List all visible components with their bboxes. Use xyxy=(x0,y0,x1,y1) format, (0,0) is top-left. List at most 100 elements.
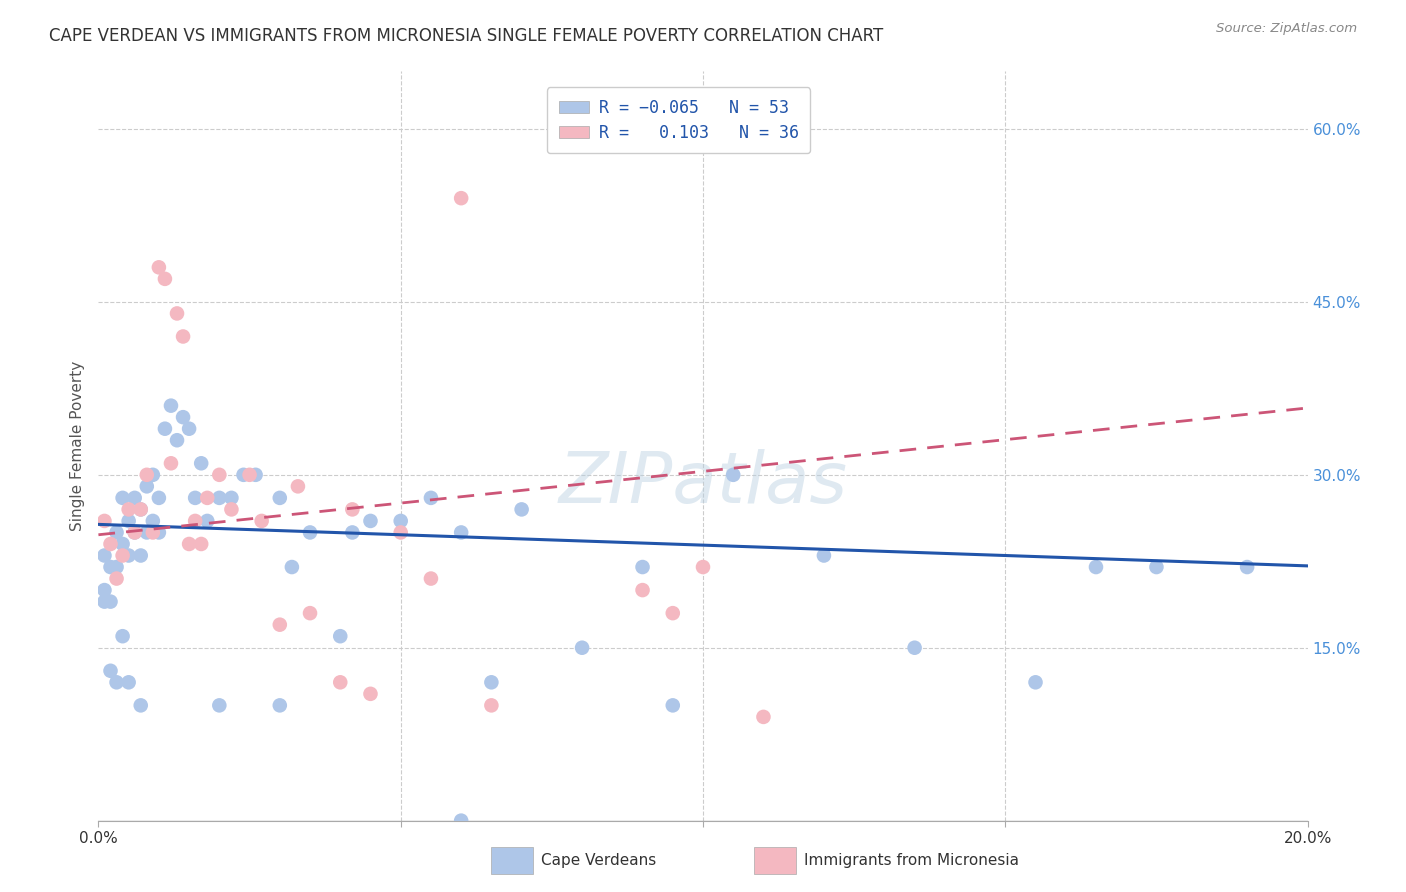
Point xyxy=(118,502,141,516)
Point xyxy=(100,537,122,551)
Point xyxy=(129,549,152,563)
Point xyxy=(142,525,165,540)
Point xyxy=(723,467,745,482)
Point xyxy=(190,456,212,470)
Point xyxy=(221,502,243,516)
Point xyxy=(135,467,157,482)
Point xyxy=(111,549,134,563)
Point xyxy=(360,514,382,528)
Point xyxy=(153,272,176,286)
Point xyxy=(105,560,128,574)
Point xyxy=(160,456,183,470)
Text: CAPE VERDEAN VS IMMIGRANTS FROM MICRONESIA SINGLE FEMALE POVERTY CORRELATION CHA: CAPE VERDEAN VS IMMIGRANTS FROM MICRONES… xyxy=(49,27,883,45)
Point xyxy=(389,514,412,528)
Point xyxy=(661,606,683,620)
Point xyxy=(752,710,775,724)
Point xyxy=(420,572,443,586)
Point xyxy=(93,514,115,528)
Point xyxy=(221,491,243,505)
Point xyxy=(118,675,141,690)
Point xyxy=(269,491,291,505)
Point xyxy=(269,617,291,632)
Point xyxy=(124,525,146,540)
Point xyxy=(195,491,218,505)
Point xyxy=(195,514,218,528)
Y-axis label: Single Female Poverty: Single Female Poverty xyxy=(69,361,84,531)
Point xyxy=(105,675,128,690)
Point xyxy=(631,560,654,574)
Text: Source: ZipAtlas.com: Source: ZipAtlas.com xyxy=(1216,22,1357,36)
Point xyxy=(208,698,231,713)
Point xyxy=(142,514,165,528)
Point xyxy=(329,675,352,690)
Point xyxy=(100,560,122,574)
Point xyxy=(245,467,267,482)
Point xyxy=(129,502,152,516)
Point xyxy=(118,549,141,563)
Point xyxy=(129,502,152,516)
Point xyxy=(299,525,322,540)
Point xyxy=(342,502,364,516)
Point xyxy=(100,664,122,678)
Point xyxy=(111,537,134,551)
Point xyxy=(190,537,212,551)
Point xyxy=(360,687,382,701)
Point xyxy=(250,514,273,528)
Point xyxy=(111,491,134,505)
Point xyxy=(299,606,322,620)
Point xyxy=(148,525,170,540)
FancyBboxPatch shape xyxy=(754,847,796,874)
Point xyxy=(269,698,291,713)
Point xyxy=(105,525,128,540)
Point xyxy=(571,640,593,655)
Point xyxy=(1236,560,1258,574)
Point xyxy=(208,491,231,505)
Point xyxy=(692,560,714,574)
Point xyxy=(124,491,146,505)
Point xyxy=(329,629,352,643)
Point xyxy=(1024,675,1046,690)
Point xyxy=(124,525,146,540)
Point xyxy=(904,640,927,655)
Point xyxy=(239,467,262,482)
Text: Immigrants from Micronesia: Immigrants from Micronesia xyxy=(804,854,1019,868)
Point xyxy=(105,572,128,586)
Point xyxy=(481,675,503,690)
Point xyxy=(389,525,412,540)
Legend: R = −0.065   N = 53, R =   0.103   N = 36: R = −0.065 N = 53, R = 0.103 N = 36 xyxy=(547,87,810,153)
Point xyxy=(184,514,207,528)
Text: Cape Verdeans: Cape Verdeans xyxy=(541,854,657,868)
Point xyxy=(481,698,503,713)
Point xyxy=(179,422,201,436)
Point xyxy=(148,491,170,505)
Point xyxy=(631,583,654,598)
Point xyxy=(450,814,472,828)
Point xyxy=(166,306,188,320)
FancyBboxPatch shape xyxy=(491,847,533,874)
Point xyxy=(1144,560,1167,574)
Point xyxy=(142,467,165,482)
Point xyxy=(166,434,188,448)
Point xyxy=(661,698,683,713)
Point xyxy=(420,491,443,505)
Point xyxy=(153,422,176,436)
Point xyxy=(172,410,194,425)
Point xyxy=(135,525,157,540)
Point xyxy=(93,549,115,563)
Point xyxy=(93,583,115,598)
Point xyxy=(135,479,157,493)
Point xyxy=(148,260,170,275)
Point xyxy=(450,191,472,205)
Point xyxy=(184,491,207,505)
Point xyxy=(208,467,231,482)
Text: ZIPatlas: ZIPatlas xyxy=(558,449,848,518)
Point xyxy=(93,594,115,608)
Point xyxy=(179,537,201,551)
Point xyxy=(287,479,309,493)
Point xyxy=(281,560,304,574)
Point xyxy=(510,502,533,516)
Point xyxy=(232,467,254,482)
Point xyxy=(160,399,183,413)
Point xyxy=(813,549,835,563)
Point xyxy=(450,525,472,540)
